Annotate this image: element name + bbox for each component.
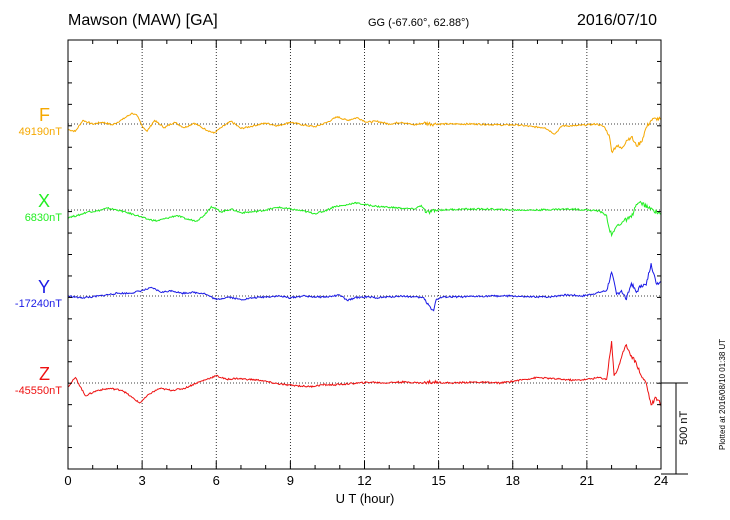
plot-grid xyxy=(141,40,588,469)
x-tick-label-15: 15 xyxy=(431,473,446,488)
plot-frame xyxy=(67,39,662,470)
component-baseline-value-f: 49190nT xyxy=(18,126,62,138)
x-axis-title: U T (hour) xyxy=(335,491,395,506)
component-letter-x: X xyxy=(37,191,50,211)
x-tick-label-3: 3 xyxy=(138,473,146,488)
traces xyxy=(67,112,662,406)
component-letter-z: Z xyxy=(39,364,50,384)
component-baseline-value-y: -17240nT xyxy=(14,298,62,310)
x-axis-title-row: U T (hour) xyxy=(0,491,730,506)
trace-y xyxy=(67,263,662,312)
station-title: Mawson (MAW) [GA] xyxy=(68,12,218,29)
component-baseline-value-x: 6830nT xyxy=(24,212,62,224)
x-axis-ticks xyxy=(67,39,662,470)
component-baseline-value-z: -45550nT xyxy=(14,385,62,397)
component-label-f: F 49190nT xyxy=(0,106,62,139)
x-tick-label-18: 18 xyxy=(505,473,520,488)
plot-date: 2016/07/10 xyxy=(577,12,658,29)
geographic-coordinates: GG (-67.60°, 62.88°) xyxy=(368,17,470,29)
x-tick-label-9: 9 xyxy=(286,473,294,488)
x-tick-label-0: 0 xyxy=(64,473,72,488)
x-tick-label-6: 6 xyxy=(212,473,220,488)
scale-bar-label: 500 nT xyxy=(678,410,690,445)
component-letter-f: F xyxy=(39,105,50,125)
x-tick-label-12: 12 xyxy=(357,473,372,488)
plotted-timestamp: Plotted at 2016/08/10 01:38 UT xyxy=(718,338,727,450)
trace-f xyxy=(67,112,662,154)
component-label-y: Y -17240nT xyxy=(0,278,62,311)
scale-bar xyxy=(661,382,688,475)
x-tick-label-21: 21 xyxy=(579,473,595,488)
component-label-z: Z -45550nT xyxy=(0,365,62,398)
trace-z xyxy=(67,341,662,406)
component-label-x: X 6830nT xyxy=(0,192,62,225)
component-letter-y: Y xyxy=(37,277,50,297)
trace-x xyxy=(67,200,662,238)
x-tick-label-24: 24 xyxy=(653,473,669,488)
